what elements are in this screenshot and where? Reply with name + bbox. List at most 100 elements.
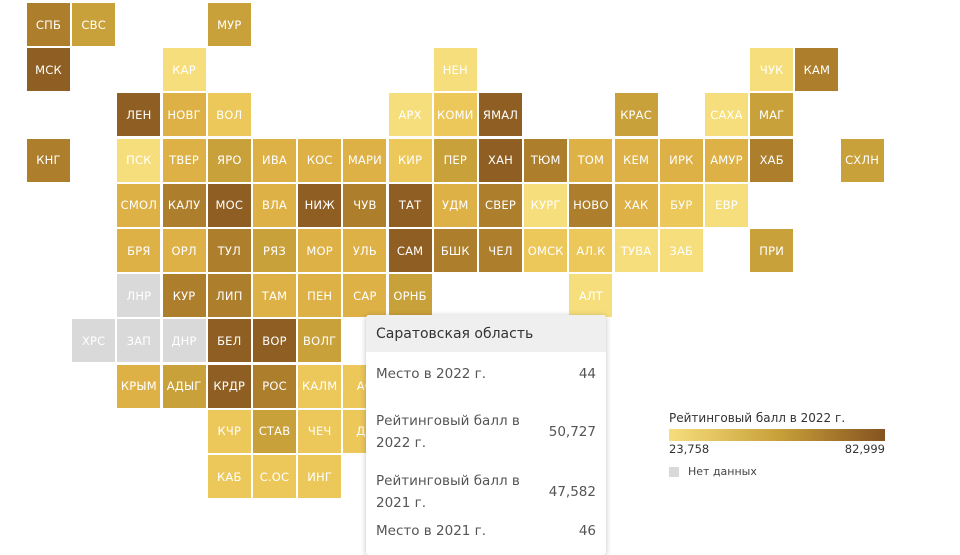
region-tile[interactable]: ПРИ (750, 229, 794, 272)
region-tile[interactable]: СВЕР (479, 183, 522, 227)
legend-min-label: 23,758 (669, 442, 710, 456)
region-tile[interactable]: КАЛМ (298, 364, 342, 408)
region-tile[interactable]: ХАН (479, 138, 522, 182)
region-tile[interactable]: МОР (298, 229, 342, 272)
region-tile[interactable]: ЛНР (117, 274, 161, 318)
region-tile[interactable]: БРЯ (117, 229, 161, 272)
tooltip-value: 50,727 (548, 424, 596, 440)
region-tile[interactable]: КАМ (795, 48, 839, 92)
color-legend: Рейтинговый балл в 2022 г. 23,758 82,999… (669, 410, 889, 478)
region-tile-map: СПБ СВС МУР МСК КАР НЕН ЧУК КАМ ЛЕН НОВГ ВОЛ АРХ КОМ… (27, 3, 884, 498)
region-tile[interactable]: ПЕН (298, 274, 342, 318)
region-tile[interactable]: ХАБ (750, 138, 794, 182)
region-tile[interactable]: УДМ (433, 183, 477, 227)
region-tile[interactable]: ЧЕЛ (479, 229, 522, 272)
region-tile[interactable]: БУР (659, 183, 703, 227)
region-tile[interactable]: ВЛА (253, 183, 296, 227)
region-tile[interactable]: ЗАП (117, 319, 161, 363)
region-tile[interactable]: НОВГ (162, 93, 206, 137)
legend-ticks: 23,758 82,999 (669, 442, 885, 456)
region-tile[interactable]: ЛЕН (117, 93, 161, 137)
region-tile[interactable]: РОС (253, 364, 296, 408)
region-tile[interactable]: САМ (388, 229, 432, 272)
tooltip-row-score-2022: Рейтинговый балл в 2022 г. 50,727 (376, 410, 596, 454)
region-tile[interactable]: ВОЛГ (298, 319, 342, 363)
region-tile[interactable]: ВОР (253, 319, 296, 363)
region-tile[interactable]: ОМСК (524, 229, 568, 272)
region-tile[interactable]: ДНР (162, 319, 206, 363)
region-tile[interactable]: УЛЬ (343, 229, 387, 272)
region-tile[interactable]: КРЫМ (117, 364, 161, 408)
no-data-swatch (669, 466, 679, 477)
region-tile[interactable]: ПЕР (433, 138, 477, 182)
region-tile[interactable]: БЕЛ (207, 319, 251, 363)
region-tile[interactable]: ЗАБ (659, 229, 703, 272)
region-tile[interactable]: ЧУВ (343, 183, 387, 227)
region-tile[interactable]: ЧЕЧ (298, 409, 342, 453)
region-tile[interactable]: ЯМАЛ (479, 93, 522, 137)
region-tile[interactable]: ТАМ (253, 274, 296, 318)
region-tile[interactable]: КАЛУ (162, 183, 206, 227)
region-tile[interactable]: НИЖ (298, 183, 342, 227)
tooltip-value: 47,582 (548, 484, 596, 500)
region-tile[interactable]: КАР (162, 48, 206, 92)
tooltip-label: Место в 2022 г. (376, 366, 487, 382)
region-tile[interactable]: РЯЗ (253, 229, 296, 272)
tooltip-label: Рейтинговый балл в 2022 г. (376, 413, 520, 451)
region-tile[interactable]: ХАК (614, 183, 658, 227)
region-tile[interactable]: ПСК (117, 138, 161, 182)
region-tile[interactable]: ОРНБ (388, 274, 432, 318)
region-tile[interactable]: ТВЕР (162, 138, 206, 182)
region-tile[interactable]: ТЮМ (524, 138, 568, 182)
region-tile[interactable]: МСК (27, 48, 70, 92)
region-tile[interactable]: КОМИ (433, 93, 477, 137)
region-tile[interactable]: СХЛН (840, 138, 884, 182)
region-tile[interactable]: ЛИП (207, 274, 251, 318)
region-tile[interactable]: МОС (207, 183, 251, 227)
region-tile[interactable]: АЛ.К (569, 229, 613, 272)
region-tile[interactable]: СПБ (27, 3, 70, 46)
region-tile[interactable]: АРХ (388, 93, 432, 137)
region-tile[interactable]: ЕВР (705, 183, 748, 227)
tooltip-title: Саратовская область (366, 315, 606, 352)
region-tile[interactable]: ЧУК (750, 48, 794, 92)
region-tile[interactable]: КУР (162, 274, 206, 318)
region-tile[interactable]: КРАС (614, 93, 658, 137)
region-tile[interactable]: МАРИ (343, 138, 387, 182)
region-tile[interactable]: ТОМ (569, 138, 613, 182)
region-tile[interactable]: АМУР (705, 138, 748, 182)
region-tile[interactable]: НОВО (569, 183, 613, 227)
region-tile[interactable]: С.ОС (253, 455, 296, 498)
region-tile[interactable]: КРДР (207, 364, 251, 408)
region-tile[interactable]: СТАВ (253, 409, 296, 453)
legend-no-data: Нет данных (669, 465, 889, 478)
region-tile[interactable]: ТУВА (614, 229, 658, 272)
region-tile[interactable]: САХА (705, 93, 748, 137)
region-tile[interactable]: СВС (72, 3, 116, 46)
region-tile[interactable]: ТАТ (388, 183, 432, 227)
region-tile[interactable]: ВОЛ (207, 93, 251, 137)
region-tile[interactable]: ОРЛ (162, 229, 206, 272)
region-tile[interactable]: ИРК (659, 138, 703, 182)
region-tile[interactable]: КЧР (207, 409, 251, 453)
region-tile[interactable]: АЛТ (569, 274, 613, 318)
region-tile[interactable]: ИНГ (298, 455, 342, 498)
region-tile[interactable]: ХРС (72, 319, 116, 363)
region-tile[interactable]: КИР (388, 138, 432, 182)
region-tile[interactable]: БШК (433, 229, 477, 272)
region-tile[interactable]: КЕМ (614, 138, 658, 182)
region-tile[interactable]: КАБ (207, 455, 251, 498)
tooltip-row-rank-2022: Место в 2022 г. 44 (376, 363, 596, 385)
region-tile[interactable]: ИВА (253, 138, 296, 182)
region-tile[interactable]: КОС (298, 138, 342, 182)
region-tile[interactable]: МУР (207, 3, 251, 46)
region-tile[interactable]: САР (343, 274, 387, 318)
region-tile[interactable]: МАГ (750, 93, 794, 137)
region-tile[interactable]: ТУЛ (207, 229, 251, 272)
region-tile[interactable]: АДЫГ (162, 364, 206, 408)
region-tile[interactable]: КУРГ (524, 183, 568, 227)
region-tile[interactable]: НЕН (433, 48, 477, 92)
region-tile[interactable]: СМОЛ (117, 183, 161, 227)
region-tile[interactable]: КНГ (27, 138, 70, 182)
region-tile[interactable]: ЯРО (207, 138, 251, 182)
